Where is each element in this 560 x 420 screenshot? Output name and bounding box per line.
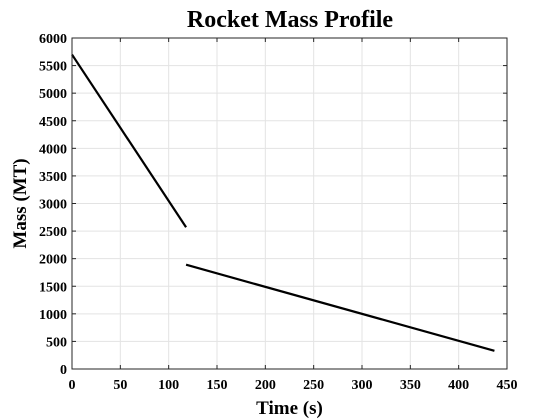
x-tick-label: 400 — [448, 378, 469, 393]
y-tick-label: 6000 — [39, 32, 67, 47]
mass-series-line-2 — [185, 263, 495, 352]
y-tick-label: 5500 — [39, 60, 67, 75]
chart-title: Rocket Mass Profile — [187, 7, 394, 33]
grid-lines — [72, 38, 507, 369]
x-tick-label: 150 — [207, 378, 228, 393]
axis-ticks — [71, 37, 508, 370]
x-tick-label: 200 — [255, 378, 276, 393]
y-tick-label: 2500 — [39, 225, 67, 240]
x-tick-label: 300 — [352, 378, 373, 393]
y-tick-label: 3500 — [39, 170, 67, 185]
x-axis-tick-labels: 0 50 100 150 200 250 300 350 400 450 — [69, 378, 518, 393]
y-tick-label: 0 — [60, 363, 67, 378]
y-tick-label: 500 — [46, 335, 67, 350]
y-axis-tick-labels: 0 500 1000 1500 2000 2500 3000 3500 4000 4500 5000… — [39, 32, 67, 378]
plot-series — [71, 53, 495, 352]
x-tick-label: 350 — [400, 378, 421, 393]
x-tick-label: 250 — [303, 378, 324, 393]
y-tick-label: 1500 — [39, 280, 67, 295]
y-tick-label: 4500 — [39, 115, 67, 130]
y-tick-label: 5000 — [39, 87, 67, 102]
x-tick-label: 450 — [497, 378, 518, 393]
y-axis-label: Mass (MT) — [10, 158, 31, 248]
y-tick-label: 1000 — [39, 308, 67, 323]
x-tick-label: 100 — [158, 378, 179, 393]
y-tick-label: 3000 — [39, 198, 67, 213]
x-tick-label: 50 — [113, 378, 127, 393]
x-axis-label: Time (s) — [256, 398, 323, 419]
mass-series-line-1 — [71, 53, 187, 228]
y-tick-label: 4000 — [39, 142, 67, 157]
x-tick-label: 0 — [69, 378, 76, 393]
y-tick-label: 2000 — [39, 253, 67, 268]
